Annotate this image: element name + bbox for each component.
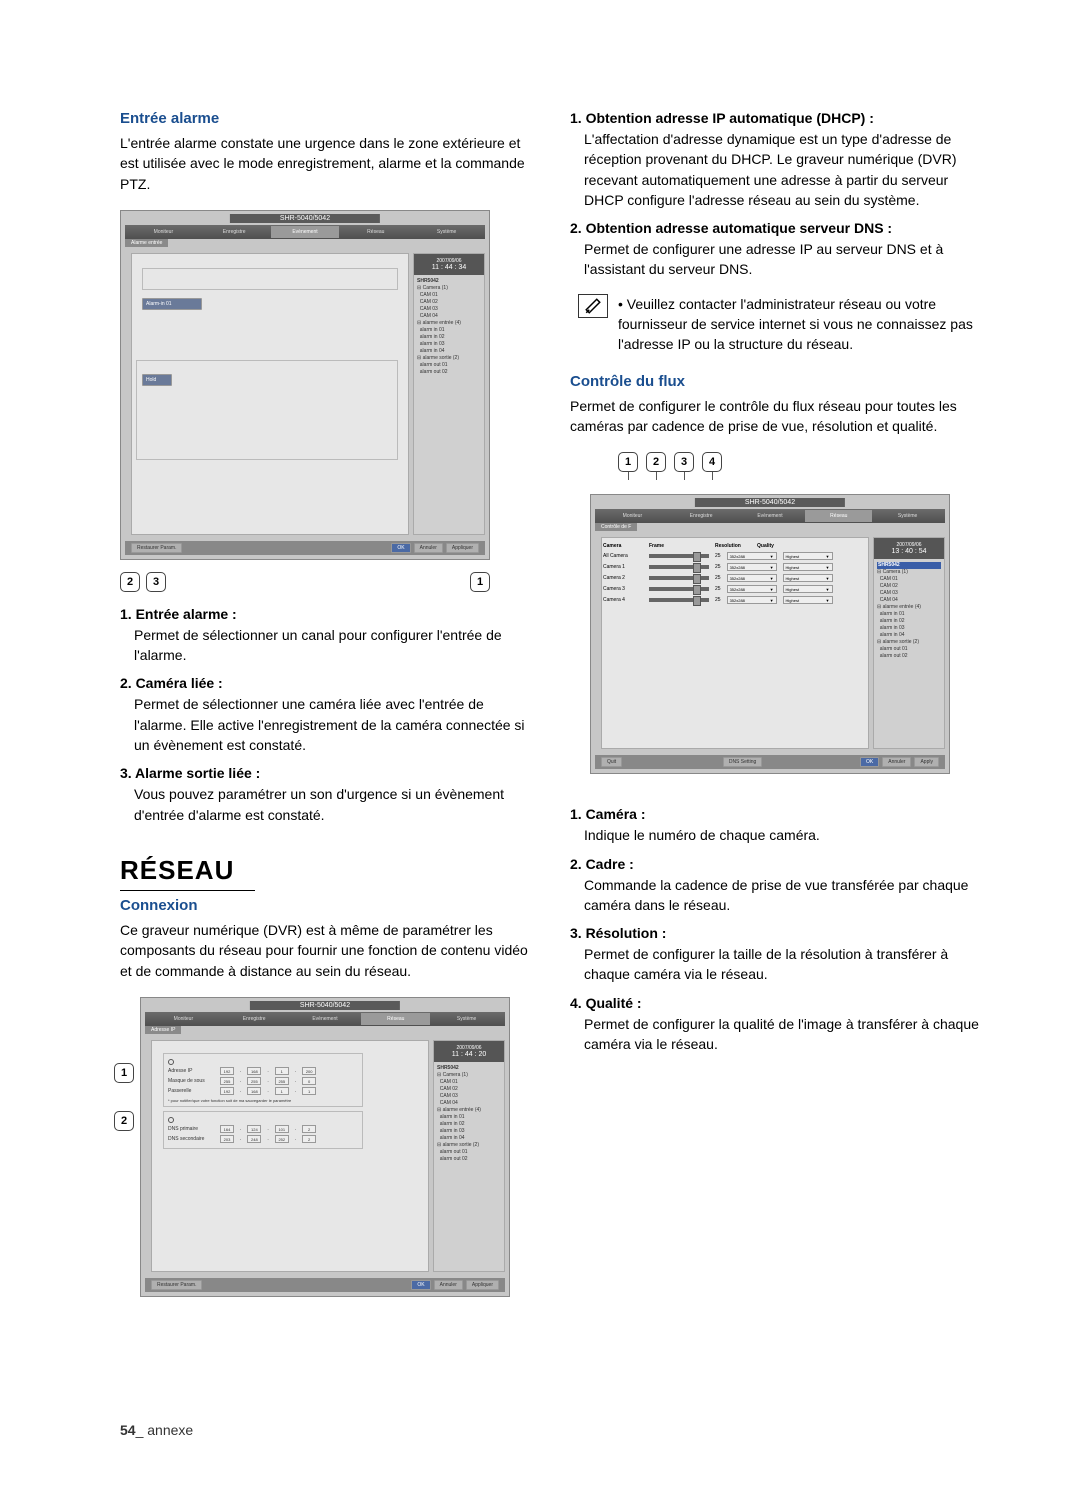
resolution-desc: Permet de configurer la taille de la rés… [570, 944, 980, 985]
screenshot-footer: Quit DNS Setting OK Annuler Apply [595, 755, 945, 769]
page-footer: 54_ annexe [120, 1422, 193, 1438]
tab: Système [432, 1013, 501, 1025]
screenshot-subbar: Contrôle de F [595, 523, 637, 531]
tab: Moniteur [149, 1013, 218, 1025]
dhcp-desc: L'affectation d'adresse dynamique est un… [570, 129, 980, 210]
item-3-label: 3. Alarme sortie liée : [120, 765, 530, 781]
qualite-label: 4. Qualité : [570, 995, 980, 1011]
tab: Moniteur [129, 226, 198, 238]
btn-restore: Restaurer Param. [131, 543, 182, 553]
entree-alarme-paragraph: L'entrée alarme constate une urgence dan… [120, 133, 530, 194]
screenshot-connexion: SHR-5040/5042 Moniteur Enregistre Evènem… [140, 997, 510, 1297]
screenshot-clock: 2007/09/06 11 : 44 : 34 [414, 254, 484, 275]
pencil-icon [578, 294, 608, 318]
tab: Enregistre [200, 226, 269, 238]
screenshot-title: SHR-5040/5042 [250, 1001, 400, 1010]
screenshot-tabs: Moniteur Enregistre Evènement Réseau Sys… [145, 1012, 505, 1026]
tab: Moniteur [599, 510, 666, 522]
btn-cancel: Annuler [414, 543, 443, 553]
flux-callout-1: 1 [618, 452, 638, 472]
screenshot-tabs: Moniteur Enregistre Evènement Réseau Sys… [595, 509, 945, 523]
dns-label: 2. Obtention adresse automatique serveur… [570, 220, 980, 236]
btn-cancel: Annuler [434, 1280, 463, 1290]
screenshot-alarm: SHR-5040/5042 Moniteur Enregistre Evènem… [120, 210, 490, 560]
btn-restore: Restaurer Param. [151, 1280, 202, 1290]
callout-2: 2 [120, 572, 140, 592]
tab-active: Réseau [361, 1013, 430, 1025]
flux-callout-3: 3 [674, 452, 694, 472]
screenshot-title: SHR-5040/5042 [695, 498, 845, 507]
screenshot-clock: 2007/09/06 13 : 40 : 54 [874, 538, 944, 559]
item-3-desc: Vous pouvez paramétrer un son d'urgence … [120, 784, 530, 825]
entree-alarme-heading: Entrée alarme [120, 110, 530, 127]
item-1-label: 1. Entrée alarme : [120, 606, 530, 622]
btn-dns-setting: DNS Setting [723, 757, 763, 767]
screenshot-canvas: Alarm-in 01 Hold [131, 253, 409, 535]
screenshot-tree: 2007/09/06 13 : 40 : 54 SHR5042 ⊟ Camera… [873, 537, 945, 749]
connexion-heading: Connexion [120, 897, 530, 914]
tab: Réseau [341, 226, 410, 238]
flux-paragraph: Permet de configurer le contrôle du flux… [570, 396, 980, 437]
screenshot-tree: 2007/09/06 11 : 44 : 20 SHR5042 ⊟ Camera… [433, 1040, 505, 1272]
screenshot-tabs: Moniteur Enregistre Evènement Réseau Sys… [125, 225, 485, 239]
flux-callout-2: 2 [646, 452, 666, 472]
flux-heading: Contrôle du flux [570, 373, 980, 390]
flux-callouts: 1 2 3 4 [618, 452, 980, 472]
btn-cancel: Annuler [882, 757, 911, 767]
screenshot-title: SHR-5040/5042 [230, 214, 380, 223]
item-2-label: 2. Caméra liée : [120, 675, 530, 691]
mini-alarm-box: Alarm-in 01 [142, 298, 202, 310]
tab: Enregistre [220, 1013, 289, 1025]
camera-desc: Indique le numéro de chaque caméra. [570, 825, 980, 845]
resolution-label: 3. Résolution : [570, 925, 980, 941]
camera-label: 1. Caméra : [570, 806, 980, 822]
btn-apply: Appliquer [466, 1280, 499, 1290]
tab: Enregistre [668, 510, 735, 522]
tab: Système [412, 226, 481, 238]
screenshot-footer: Restaurer Param. OK Annuler Appliquer [125, 541, 485, 555]
connexion-paragraph: Ce graveur numérique (DVR) est à même de… [120, 920, 530, 981]
tab: Evènement [291, 1013, 360, 1025]
cadre-desc: Commande la cadence de prise de vue tran… [570, 875, 980, 916]
item-1-desc: Permet de sélectionner un canal pour con… [120, 625, 530, 666]
screenshot-footer: Restaurer Param. OK Annuler Appliquer [145, 1278, 505, 1292]
btn-ok: OK [391, 543, 410, 553]
dhcp-label: 1. Obtention adresse IP automatique (DHC… [570, 110, 980, 126]
tab-active: Réseau [805, 510, 872, 522]
callout-3: 3 [146, 572, 166, 592]
btn-ok: OK [411, 1280, 430, 1290]
note-box: Veuillez contacter l'administrateur rése… [578, 294, 980, 355]
cadre-label: 2. Cadre : [570, 856, 980, 872]
screenshot-flux: SHR-5040/5042 Moniteur Enregistre Evènem… [590, 494, 950, 774]
btn-quit: Quit [601, 757, 622, 767]
btn-apply: Appliquer [446, 543, 479, 553]
conn-callout-2: 2 [114, 1111, 134, 1131]
callout-1: 1 [470, 572, 490, 592]
btn-ok: OK [860, 757, 879, 767]
connexion-fields: Adresse IP 192. 168. 1. 200 Masque de so… [163, 1053, 363, 1149]
flux-table: Camera Frame Resolution Quality All Came… [603, 543, 863, 604]
item-2-desc: Permet de sélectionner une caméra liée a… [120, 694, 530, 755]
conn-callout-1: 1 [114, 1063, 134, 1083]
tab-active: Evènement [271, 226, 340, 238]
tab: Evènement [737, 510, 804, 522]
btn-apply: Apply [914, 757, 939, 767]
screenshot-subbar: Adresse IP [145, 1026, 181, 1034]
tab: Système [874, 510, 941, 522]
dns-desc: Permet de configurer une adresse IP au s… [570, 239, 980, 280]
screenshot-tree: 2007/09/06 11 : 44 : 34 SHR5042 ⊟ Camera… [413, 253, 485, 535]
note-text: Veuillez contacter l'administrateur rése… [618, 294, 980, 355]
screenshot-clock: 2007/09/06 11 : 44 : 20 [434, 1041, 504, 1062]
qualite-desc: Permet de configurer la qualité de l'ima… [570, 1014, 980, 1055]
flux-callout-4: 4 [702, 452, 722, 472]
screenshot-subbar: Alarme entrée [125, 239, 168, 247]
reseau-heading: RÉSEAU [120, 855, 255, 891]
